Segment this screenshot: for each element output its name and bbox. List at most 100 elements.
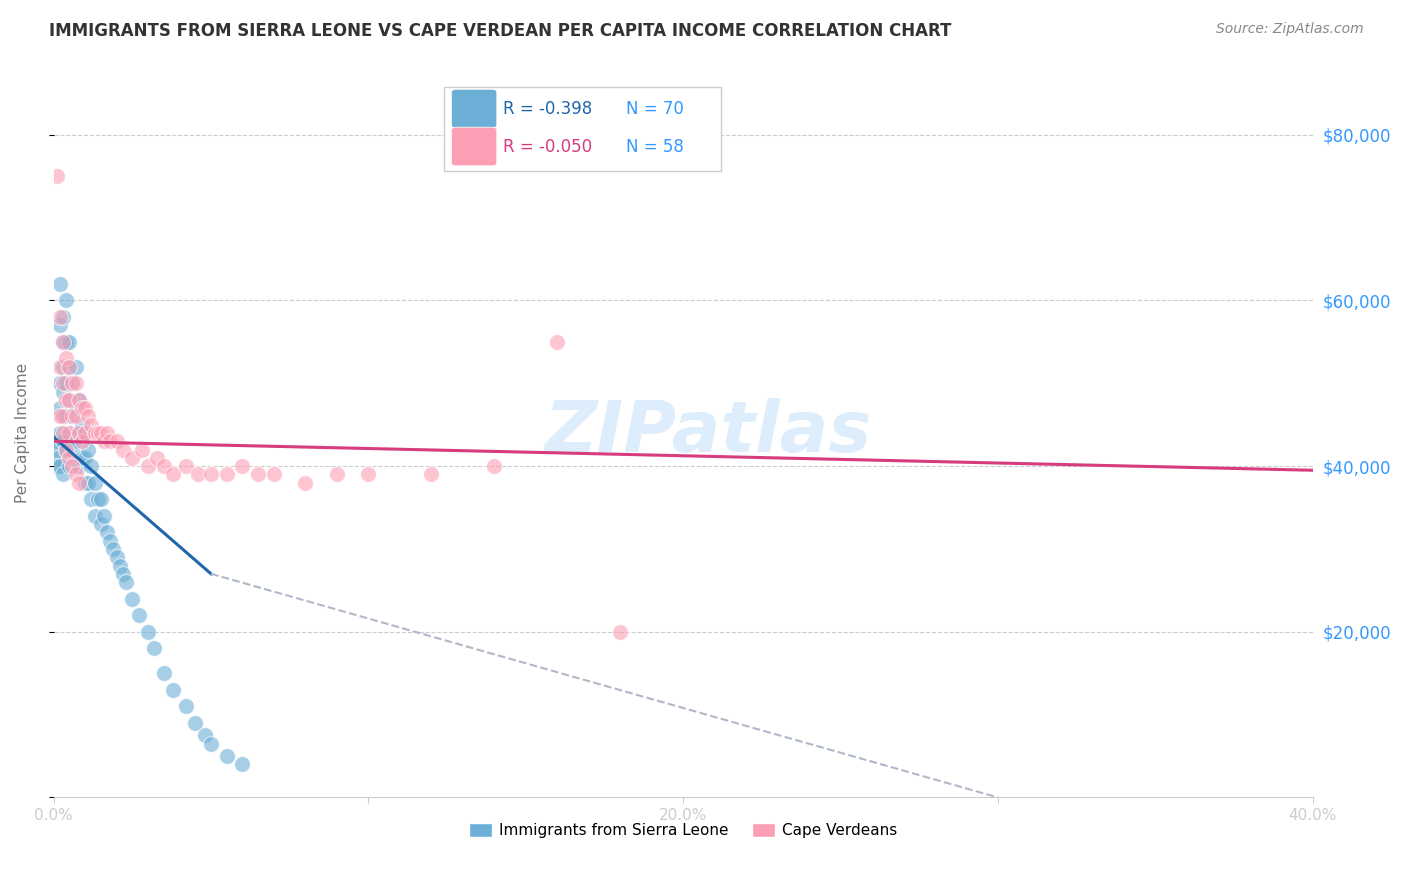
Point — [105, 550, 128, 565]
Point — [174, 459, 197, 474]
Point — [49, 459, 72, 474]
Text: ZIPatlas: ZIPatlas — [544, 399, 872, 467]
Point — [49, 318, 72, 333]
Point — [62, 409, 84, 424]
Point — [55, 409, 77, 424]
Point — [55, 392, 77, 407]
Point — [146, 450, 169, 465]
Point — [546, 334, 568, 349]
FancyBboxPatch shape — [451, 128, 496, 166]
Point — [83, 475, 105, 490]
Point — [420, 467, 443, 482]
Point — [65, 401, 87, 416]
Point — [294, 475, 316, 490]
Point — [215, 749, 238, 764]
Point — [90, 517, 112, 532]
Point — [86, 425, 108, 440]
Point — [62, 442, 84, 457]
Point — [55, 442, 77, 457]
Point — [49, 409, 72, 424]
Point — [194, 728, 217, 742]
Point — [65, 359, 87, 374]
Point — [152, 666, 174, 681]
Point — [58, 425, 80, 440]
Point — [80, 459, 103, 474]
Point — [143, 641, 166, 656]
Point — [75, 450, 97, 465]
Point — [55, 442, 77, 457]
Point — [200, 467, 222, 482]
Point — [58, 392, 80, 407]
Point — [96, 425, 118, 440]
Point — [55, 334, 77, 349]
Point — [49, 277, 72, 291]
Point — [93, 508, 115, 523]
Point — [75, 475, 97, 490]
Point — [52, 334, 75, 349]
Point — [162, 467, 184, 482]
Point — [52, 409, 75, 424]
Point — [58, 359, 80, 374]
Point — [90, 425, 112, 440]
Point — [98, 434, 121, 449]
Point — [70, 434, 93, 449]
Point — [58, 459, 80, 474]
Point — [58, 359, 80, 374]
Point — [75, 401, 97, 416]
FancyBboxPatch shape — [451, 89, 496, 128]
Text: IMMIGRANTS FROM SIERRA LEONE VS CAPE VERDEAN PER CAPITA INCOME CORRELATION CHART: IMMIGRANTS FROM SIERRA LEONE VS CAPE VER… — [49, 22, 952, 40]
Point — [70, 401, 93, 416]
Point — [326, 467, 349, 482]
Point — [45, 169, 67, 184]
Point — [52, 334, 75, 349]
Point — [90, 492, 112, 507]
Point — [105, 434, 128, 449]
Point — [108, 558, 131, 573]
Point — [75, 425, 97, 440]
Point — [86, 492, 108, 507]
Point — [65, 467, 87, 482]
Point — [174, 699, 197, 714]
Point — [200, 737, 222, 751]
Point — [111, 442, 134, 457]
Point — [187, 467, 209, 482]
Point — [55, 351, 77, 366]
Point — [45, 442, 67, 457]
Point — [83, 425, 105, 440]
Point — [62, 459, 84, 474]
Point — [67, 459, 90, 474]
Point — [98, 533, 121, 548]
Point — [49, 359, 72, 374]
Point — [263, 467, 285, 482]
Point — [131, 442, 153, 457]
Point — [52, 384, 75, 399]
Point — [49, 310, 72, 324]
Point — [162, 682, 184, 697]
Point — [121, 450, 143, 465]
Point — [80, 492, 103, 507]
Point — [45, 450, 67, 465]
Point — [77, 442, 100, 457]
Point — [215, 467, 238, 482]
Point — [184, 715, 207, 730]
Point — [93, 434, 115, 449]
Point — [52, 409, 75, 424]
Point — [49, 401, 72, 416]
Point — [52, 376, 75, 391]
Point — [62, 409, 84, 424]
Point — [62, 376, 84, 391]
Point — [65, 409, 87, 424]
Point — [52, 310, 75, 324]
Point — [77, 409, 100, 424]
Point — [52, 425, 75, 440]
Point — [52, 467, 75, 482]
Point — [609, 624, 631, 639]
Point — [136, 459, 159, 474]
Point — [55, 293, 77, 308]
Point — [484, 459, 506, 474]
Point — [67, 425, 90, 440]
Point — [45, 434, 67, 449]
Point — [58, 450, 80, 465]
Point — [357, 467, 380, 482]
Point — [128, 608, 150, 623]
